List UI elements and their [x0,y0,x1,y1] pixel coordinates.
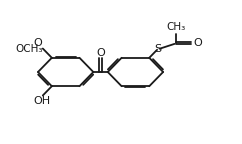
Text: S: S [154,44,161,54]
Text: O: O [193,38,202,48]
Text: OH: OH [34,96,51,106]
Text: O: O [96,48,105,58]
Text: O: O [34,38,42,48]
Text: CH₃: CH₃ [166,22,185,32]
Text: OCH₃: OCH₃ [15,43,43,54]
